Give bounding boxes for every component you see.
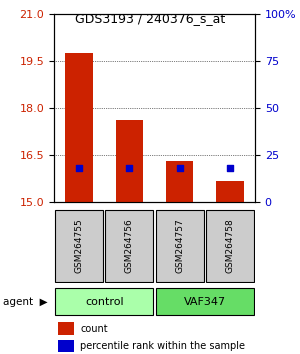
Point [227, 165, 232, 171]
Text: percentile rank within the sample: percentile rank within the sample [80, 341, 245, 351]
Bar [216, 182, 244, 202]
FancyBboxPatch shape [155, 288, 254, 315]
FancyBboxPatch shape [55, 288, 154, 315]
Text: control: control [85, 297, 124, 307]
Point [127, 165, 132, 171]
Bar [58, 322, 74, 335]
FancyBboxPatch shape [206, 210, 254, 282]
Text: GSM264756: GSM264756 [125, 219, 134, 273]
FancyBboxPatch shape [55, 210, 103, 282]
FancyBboxPatch shape [105, 210, 154, 282]
Point [77, 165, 82, 171]
Text: count: count [80, 324, 108, 333]
Bar [58, 340, 74, 352]
Text: VAF347: VAF347 [184, 297, 226, 307]
FancyBboxPatch shape [155, 210, 204, 282]
Bar [166, 161, 194, 202]
Text: GSM264755: GSM264755 [75, 219, 84, 273]
Bar [65, 53, 93, 202]
Text: GSM264758: GSM264758 [225, 219, 234, 273]
Text: GDS3193 / 240376_s_at: GDS3193 / 240376_s_at [75, 12, 225, 25]
Text: GSM264757: GSM264757 [175, 219, 184, 273]
Text: agent  ▶: agent ▶ [3, 297, 48, 307]
Point [177, 165, 182, 171]
Bar [116, 120, 143, 202]
